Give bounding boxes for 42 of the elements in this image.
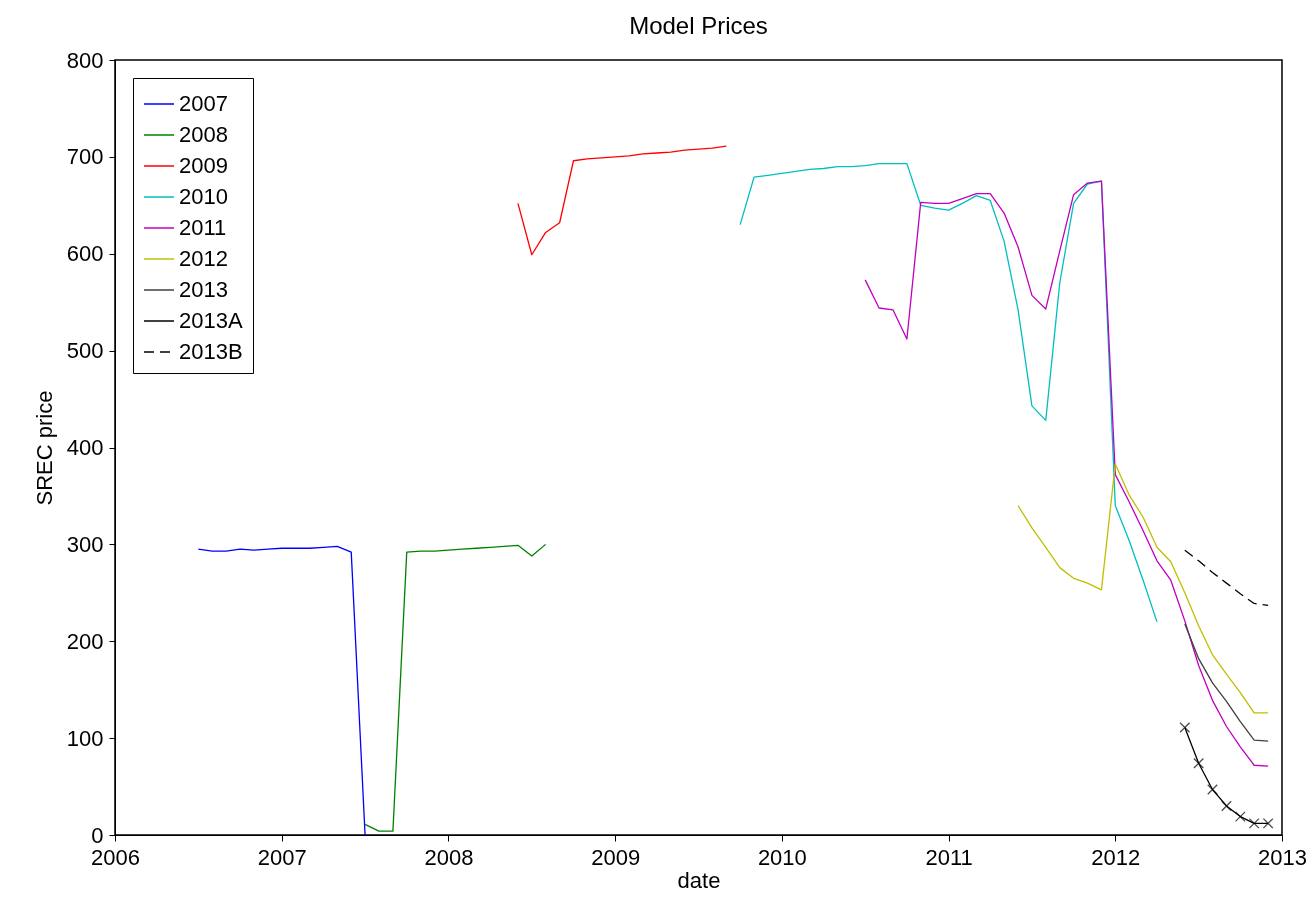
line-series bbox=[864, 180, 1269, 767]
x-axis-title: date bbox=[677, 867, 721, 893]
line-series bbox=[1184, 549, 1269, 607]
y-tick-label: 300 bbox=[66, 531, 104, 557]
point bbox=[1248, 817, 1260, 829]
point bbox=[1179, 722, 1191, 733]
y-tick-label: 100 bbox=[66, 725, 104, 751]
legend-label: 2007 bbox=[179, 91, 228, 116]
point bbox=[1207, 784, 1218, 795]
y-tick-label: 700 bbox=[66, 144, 104, 170]
x-tick-label: 2008 bbox=[424, 844, 474, 870]
chart-title: Model Prices bbox=[629, 12, 768, 39]
line-series bbox=[739, 163, 1158, 623]
y-tick-label: 500 bbox=[66, 338, 104, 364]
legend-label: 2012 bbox=[179, 246, 228, 271]
point bbox=[1234, 811, 1246, 822]
legend-label: 2013A bbox=[179, 308, 243, 333]
y-tick-label: 600 bbox=[66, 241, 104, 267]
x-tick-label: 2007 bbox=[257, 844, 307, 870]
x-tick-label: 2012 bbox=[1091, 844, 1141, 870]
y-tick-label: 200 bbox=[66, 628, 104, 654]
line-series bbox=[197, 545, 366, 835]
point bbox=[1221, 800, 1232, 812]
line-series bbox=[1017, 463, 1269, 714]
legend-label: 2013 bbox=[179, 277, 228, 302]
y-tick-label: 400 bbox=[66, 435, 104, 460]
point bbox=[1262, 817, 1274, 829]
line-series bbox=[517, 145, 727, 256]
y-axis-title: SREC price bbox=[31, 390, 57, 506]
x-tick-label: 2009 bbox=[591, 844, 641, 870]
legend-label: 2011 bbox=[179, 215, 227, 240]
legend-label: 2010 bbox=[179, 184, 228, 209]
x-tick-label: 2013 bbox=[1258, 844, 1307, 870]
legend-label: 2013B bbox=[179, 339, 243, 364]
point bbox=[1193, 757, 1205, 769]
line-series bbox=[364, 543, 547, 832]
line-series bbox=[1184, 623, 1269, 742]
x-tick-label: 2010 bbox=[757, 844, 807, 870]
y-tick-label: 800 bbox=[66, 47, 104, 73]
x-tick-label: 2011 bbox=[925, 844, 973, 870]
legend-label: 2009 bbox=[179, 153, 228, 178]
legend-label: 2008 bbox=[179, 122, 228, 147]
